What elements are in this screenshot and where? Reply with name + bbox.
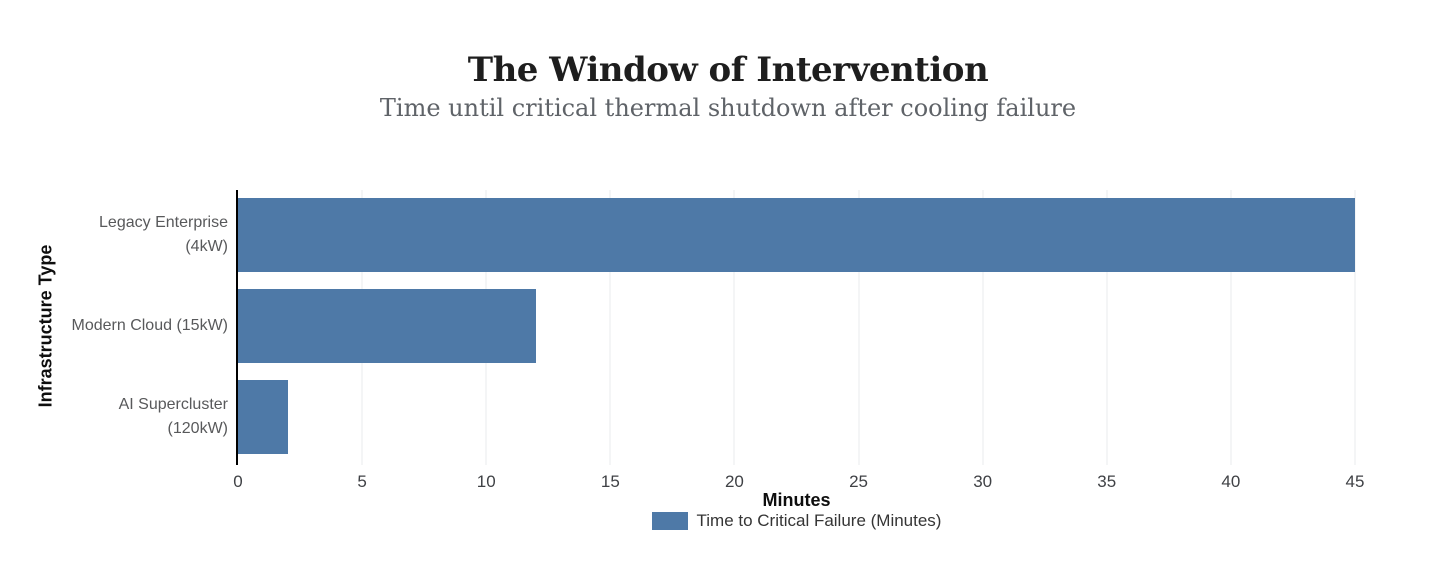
x-tick-label-10: 10	[476, 472, 496, 491]
gridline-40	[1230, 190, 1232, 465]
x-tick-label-5: 5	[357, 472, 367, 491]
gridline-25	[858, 190, 860, 465]
x-tick-label-15: 15	[600, 472, 620, 491]
x-tick-label-40: 40	[1221, 472, 1241, 491]
bar-2	[238, 289, 536, 363]
gridline-35	[1106, 190, 1108, 465]
x-tick-label-25: 25	[849, 472, 869, 491]
gridline-15	[609, 190, 611, 465]
bar-3	[238, 379, 288, 454]
x-tick-label-35: 35	[1097, 472, 1117, 491]
gridline-45	[1354, 190, 1356, 465]
x-axis-tick-labels: 0 5 10 15 20 25 30 35 40 45	[233, 472, 1364, 492]
y-axis-line	[236, 190, 238, 465]
x-tick-label-45: 45	[1345, 472, 1365, 491]
x-tick-label-20: 20	[724, 472, 744, 491]
y-category-label-1: Legacy Enterprise (4kW)	[99, 214, 228, 256]
y-category-label-2: Modern Cloud (15kW)	[71, 316, 229, 334]
y-category-label-3: AI Supercluster (120kW)	[118, 395, 228, 437]
legend: Time to Critical Failure (Minutes)	[238, 511, 1355, 531]
legend-swatch	[651, 512, 688, 530]
x-tick-label-30: 30	[973, 472, 993, 491]
x-tick-label-0: 0	[233, 472, 243, 491]
gridline-30	[982, 190, 984, 465]
y-axis-category-labels: Legacy Enterprise (4kW) Modern Cloud (15k…	[0, 190, 229, 462]
gridline-20	[733, 190, 735, 465]
legend-label: Time to Critical Failure (Minutes)	[696, 511, 942, 530]
bar-1	[238, 198, 1355, 273]
x-axis-title: Minutes	[762, 490, 831, 510]
chart-subtitle: Time until critical thermal shutdown aft…	[379, 94, 1077, 122]
plot-area: Legacy Enterprise (4kW) Modern Cloud (15k…	[72, 190, 1364, 491]
chart-title: The Window of Intervention	[467, 50, 989, 90]
